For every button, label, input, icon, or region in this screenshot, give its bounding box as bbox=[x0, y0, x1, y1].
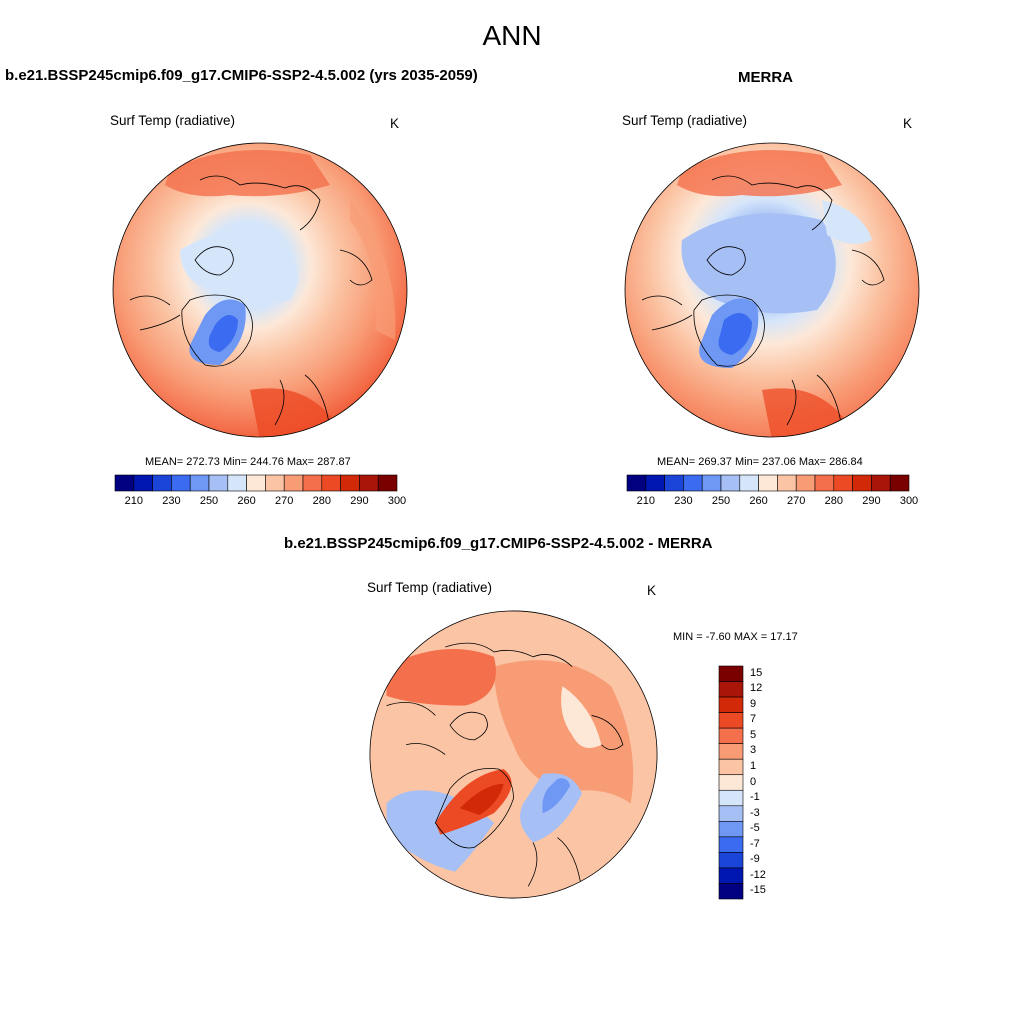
obs-colorbar-swatch bbox=[664, 474, 684, 492]
obs-variable-label: Surf Temp (radiative) bbox=[622, 113, 748, 128]
obs-units-label: K bbox=[903, 116, 913, 131]
model-colorbar-swatch bbox=[283, 474, 304, 492]
diff-colorbar-swatch bbox=[718, 805, 744, 822]
diff-colorbar-tick-label: 3 bbox=[750, 744, 757, 757]
diff-colorbar-swatch bbox=[718, 789, 744, 807]
diff-colorbar-tick-label: -7 bbox=[750, 837, 760, 850]
model-colorbar-swatch bbox=[321, 474, 341, 492]
diff-colorbar-tick-label: -12 bbox=[750, 868, 766, 881]
diff-colorbar-swatch bbox=[718, 821, 744, 838]
model-colorbar-swatch bbox=[340, 474, 360, 492]
diff-colorbar-tick-label: -9 bbox=[750, 853, 760, 866]
obs-colorbar-swatch bbox=[795, 474, 816, 492]
obs-colorbar-tick-label: 280 bbox=[824, 495, 843, 507]
obs-colorbar-swatch bbox=[871, 474, 891, 492]
diff-colorbar-ticks: 15 12 9 7 5 3 1 0 -1 -3 -5 -7 -9 -12 -15 bbox=[750, 666, 790, 899]
obs-colorbar-tick-label: 300 bbox=[899, 495, 919, 507]
obs-colorbar-swatch bbox=[683, 474, 703, 492]
obs-colorbar-swatch bbox=[777, 474, 797, 492]
diff-panel-title: b.e21.BSSP245cmip6.f09_g17.CMIP6-SSP2-4.… bbox=[284, 535, 713, 552]
diff-colorbar-tick-label: 0 bbox=[750, 775, 757, 788]
diff-colorbar-tick-label: -5 bbox=[750, 822, 760, 835]
diff-colorbar-swatch bbox=[718, 665, 744, 682]
model-polar-map bbox=[112, 142, 408, 438]
diff-colorbar-swatch bbox=[718, 867, 744, 884]
diff-colorbar-swatch bbox=[718, 681, 744, 698]
diff-colorbar-tick-label: 15 bbox=[750, 666, 763, 679]
diff-colorbar-tick-label: 1 bbox=[750, 759, 757, 772]
diff-colorbar-swatch bbox=[718, 758, 744, 776]
obs-colorbar-tick-label: 270 bbox=[787, 495, 806, 507]
diff-colorbar-swatch bbox=[718, 712, 744, 729]
model-colorbar-tick-label: 290 bbox=[350, 495, 369, 507]
obs-colorbar-swatch bbox=[645, 474, 665, 492]
diff-colorbar-tick-label: 5 bbox=[750, 728, 757, 741]
model-colorbar-swatch bbox=[377, 474, 398, 492]
model-colorbar-swatch bbox=[152, 474, 172, 492]
obs-colorbar-tick-label: 250 bbox=[711, 495, 731, 507]
diff-colorbar-swatch bbox=[718, 743, 744, 760]
model-colorbar-swatch bbox=[246, 474, 266, 492]
diff-colorbar-tick-label: -3 bbox=[750, 806, 760, 819]
diff-units-label: K bbox=[647, 583, 657, 598]
obs-colorbar-tick-label: 290 bbox=[862, 495, 881, 507]
obs-colorbar-ticks: 210 230 250 260 270 280 290 300 bbox=[627, 495, 919, 509]
model-colorbar bbox=[114, 474, 398, 492]
obs-colorbar-swatch bbox=[720, 474, 741, 492]
diff-colorbar-swatch bbox=[718, 883, 744, 900]
diff-colorbar-swatch bbox=[718, 774, 744, 791]
model-colorbar-tick-label: 270 bbox=[275, 495, 294, 507]
obs-colorbar-swatch bbox=[852, 474, 872, 492]
obs-colorbar bbox=[626, 474, 910, 492]
model-colorbar-tick-label: 280 bbox=[312, 495, 331, 507]
diff-colorbar-swatch bbox=[718, 727, 744, 744]
model-variable-label: Surf Temp (radiative) bbox=[110, 113, 236, 128]
model-colorbar-swatch bbox=[302, 474, 323, 492]
model-colorbar-tick-label: 260 bbox=[237, 495, 256, 507]
model-colorbar-swatch bbox=[171, 474, 191, 492]
diff-colorbar-tick-label: -1 bbox=[750, 791, 760, 804]
obs-colorbar-swatch bbox=[701, 474, 722, 492]
obs-polar-map bbox=[624, 142, 920, 438]
diff-colorbar-tick-label: -15 bbox=[750, 884, 766, 897]
model-colorbar-swatch bbox=[189, 474, 210, 492]
model-colorbar-swatch bbox=[208, 474, 229, 492]
obs-stats: MEAN= 269.37 Min= 237.06 Max= 286.84 bbox=[657, 456, 863, 468]
model-colorbar-ticks: 210 230 250 260 270 280 290 300 bbox=[115, 495, 407, 509]
diff-colorbar-swatch bbox=[718, 696, 744, 713]
model-panel-title: b.e21.BSSP245cmip6.f09_g17.CMIP6-SSP2-4.… bbox=[5, 67, 478, 84]
diff-colorbar-swatch bbox=[718, 836, 744, 853]
model-colorbar-swatch bbox=[359, 474, 379, 492]
model-colorbar-swatch bbox=[265, 474, 285, 492]
obs-colorbar-swatch bbox=[758, 474, 778, 492]
obs-colorbar-swatch bbox=[833, 474, 853, 492]
diff-colorbar-tick-label: 7 bbox=[750, 713, 757, 726]
diff-variable-label: Surf Temp (radiative) bbox=[367, 580, 493, 595]
diff-stats: MIN = -7.60 MAX = 17.17 bbox=[673, 631, 798, 643]
obs-colorbar-swatch bbox=[626, 474, 647, 492]
diff-colorbar bbox=[718, 665, 744, 900]
model-stats: MEAN= 272.73 Min= 244.76 Max= 287.87 bbox=[145, 456, 351, 468]
obs-colorbar-swatch bbox=[889, 474, 910, 492]
model-colorbar-swatch bbox=[133, 474, 153, 492]
model-colorbar-tick-label: 230 bbox=[162, 495, 181, 507]
figure-title: ANN bbox=[482, 20, 542, 51]
diff-colorbar-swatch bbox=[718, 852, 744, 869]
obs-colorbar-tick-label: 210 bbox=[636, 495, 655, 507]
obs-colorbar-swatch bbox=[814, 474, 835, 492]
obs-colorbar-tick-label: 260 bbox=[749, 495, 768, 507]
model-colorbar-tick-label: 300 bbox=[387, 495, 407, 507]
model-units-label: K bbox=[390, 116, 400, 131]
obs-colorbar-swatch bbox=[739, 474, 759, 492]
model-colorbar-tick-label: 210 bbox=[124, 495, 143, 507]
diff-colorbar-tick-label: 12 bbox=[750, 682, 763, 695]
model-colorbar-swatch bbox=[227, 474, 247, 492]
obs-panel-title: MERRA bbox=[738, 69, 793, 86]
diff-colorbar-tick-label: 9 bbox=[750, 697, 757, 710]
obs-colorbar-tick-label: 230 bbox=[674, 495, 693, 507]
diff-polar-map bbox=[369, 610, 658, 899]
model-colorbar-tick-label: 250 bbox=[199, 495, 219, 507]
model-colorbar-swatch bbox=[114, 474, 135, 492]
